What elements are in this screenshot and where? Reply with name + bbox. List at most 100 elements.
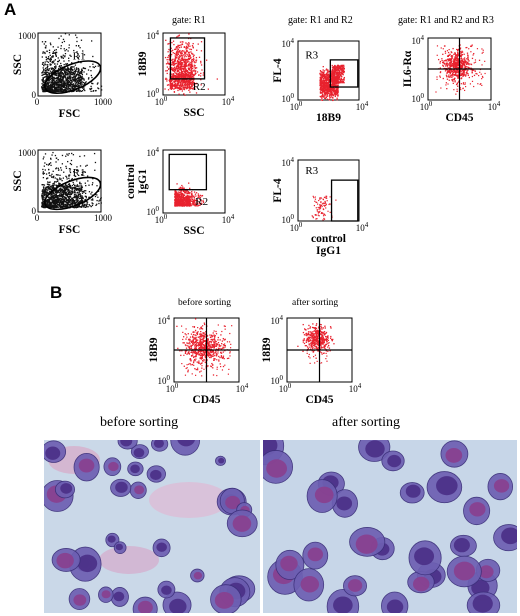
event-dot xyxy=(81,90,84,92)
event-dot xyxy=(177,73,179,75)
event-dot xyxy=(69,186,71,188)
event-dot xyxy=(172,58,174,60)
event-dot xyxy=(63,90,65,93)
event-dot xyxy=(324,86,326,88)
event-dot xyxy=(176,194,179,197)
event-dot xyxy=(336,79,338,81)
event-dot xyxy=(191,52,193,55)
event-dot xyxy=(188,75,190,77)
event-dot xyxy=(172,69,174,71)
event-dot xyxy=(333,75,335,77)
event-dot xyxy=(326,95,328,97)
event-dot xyxy=(165,70,167,72)
event-dot xyxy=(174,71,176,73)
event-dot xyxy=(42,173,45,175)
event-dot xyxy=(186,53,188,56)
event-dot xyxy=(55,193,57,195)
event-dot xyxy=(51,202,54,204)
event-dot xyxy=(71,187,73,189)
event-dot xyxy=(42,84,44,86)
event-dot xyxy=(46,189,48,191)
event-dot xyxy=(77,202,79,204)
event-dot xyxy=(180,75,182,78)
event-dot xyxy=(60,90,62,93)
event-dot xyxy=(44,51,46,54)
gate-header-r1-r2-r3: gate: R1 and R2 and R3 xyxy=(398,15,494,26)
photo-caption-before: before sorting xyxy=(100,415,179,430)
event-dot xyxy=(43,165,45,167)
event-dot xyxy=(322,84,325,86)
event-dot xyxy=(63,187,66,190)
event-dot xyxy=(180,53,182,55)
event-dot xyxy=(187,67,190,69)
event-dot xyxy=(46,60,48,63)
event-dot xyxy=(324,79,326,81)
event-dot xyxy=(61,80,63,82)
event-dot xyxy=(76,206,78,208)
event-dot xyxy=(48,58,50,60)
event-dot xyxy=(190,51,192,53)
event-dot xyxy=(189,205,191,207)
event-dot xyxy=(56,184,58,187)
event-dot xyxy=(69,184,71,186)
event-dot xyxy=(85,190,87,192)
event-dot xyxy=(178,82,180,84)
event-dot xyxy=(171,83,174,86)
event-dot xyxy=(320,84,323,87)
event-dot xyxy=(55,206,57,208)
event-dot xyxy=(43,76,46,78)
event-dot xyxy=(57,72,59,74)
event-dot xyxy=(54,82,56,84)
event-dot xyxy=(49,162,52,164)
event-dot xyxy=(45,203,47,205)
event-dot xyxy=(47,185,50,187)
event-dot xyxy=(174,197,177,200)
event-dot xyxy=(60,190,62,192)
event-dot xyxy=(61,88,63,90)
event-dot xyxy=(85,165,87,167)
event-dot xyxy=(340,75,342,77)
event-dot xyxy=(46,83,48,85)
event-dot xyxy=(56,84,58,86)
event-dot xyxy=(87,78,90,80)
event-dot xyxy=(172,62,175,64)
event-dot xyxy=(42,171,44,173)
event-dot xyxy=(59,65,61,67)
event-dot xyxy=(178,196,181,198)
event-dot xyxy=(52,51,55,53)
event-dot xyxy=(191,65,193,68)
event-dot xyxy=(41,194,44,197)
event-dot xyxy=(66,73,69,75)
event-dot xyxy=(183,60,185,62)
event-dot xyxy=(326,84,328,86)
event-dot xyxy=(174,199,176,201)
event-dot xyxy=(175,72,177,75)
event-dot xyxy=(59,206,61,208)
event-dot xyxy=(56,197,58,199)
event-dot xyxy=(187,195,189,198)
event-dot xyxy=(59,174,61,176)
event-dot xyxy=(54,83,56,85)
event-dot xyxy=(90,87,93,90)
event-dot xyxy=(68,44,70,46)
event-dot xyxy=(322,93,324,96)
event-dot xyxy=(176,70,178,73)
event-dot xyxy=(74,72,76,74)
event-dot xyxy=(186,43,188,45)
event-dot xyxy=(76,185,78,187)
event-dot xyxy=(76,40,78,43)
event-dot xyxy=(58,77,60,80)
event-dot xyxy=(180,54,183,57)
event-dot xyxy=(183,79,185,81)
event-dot xyxy=(88,203,90,206)
event-dot xyxy=(197,196,199,199)
event-dot xyxy=(182,186,184,188)
event-dot xyxy=(193,87,196,89)
event-dot xyxy=(54,88,56,90)
event-dot xyxy=(66,85,68,87)
event-dot xyxy=(61,202,63,204)
event-dot xyxy=(326,98,329,100)
event-dot xyxy=(50,43,52,46)
event-dot xyxy=(322,75,325,78)
event-dot xyxy=(169,63,171,66)
